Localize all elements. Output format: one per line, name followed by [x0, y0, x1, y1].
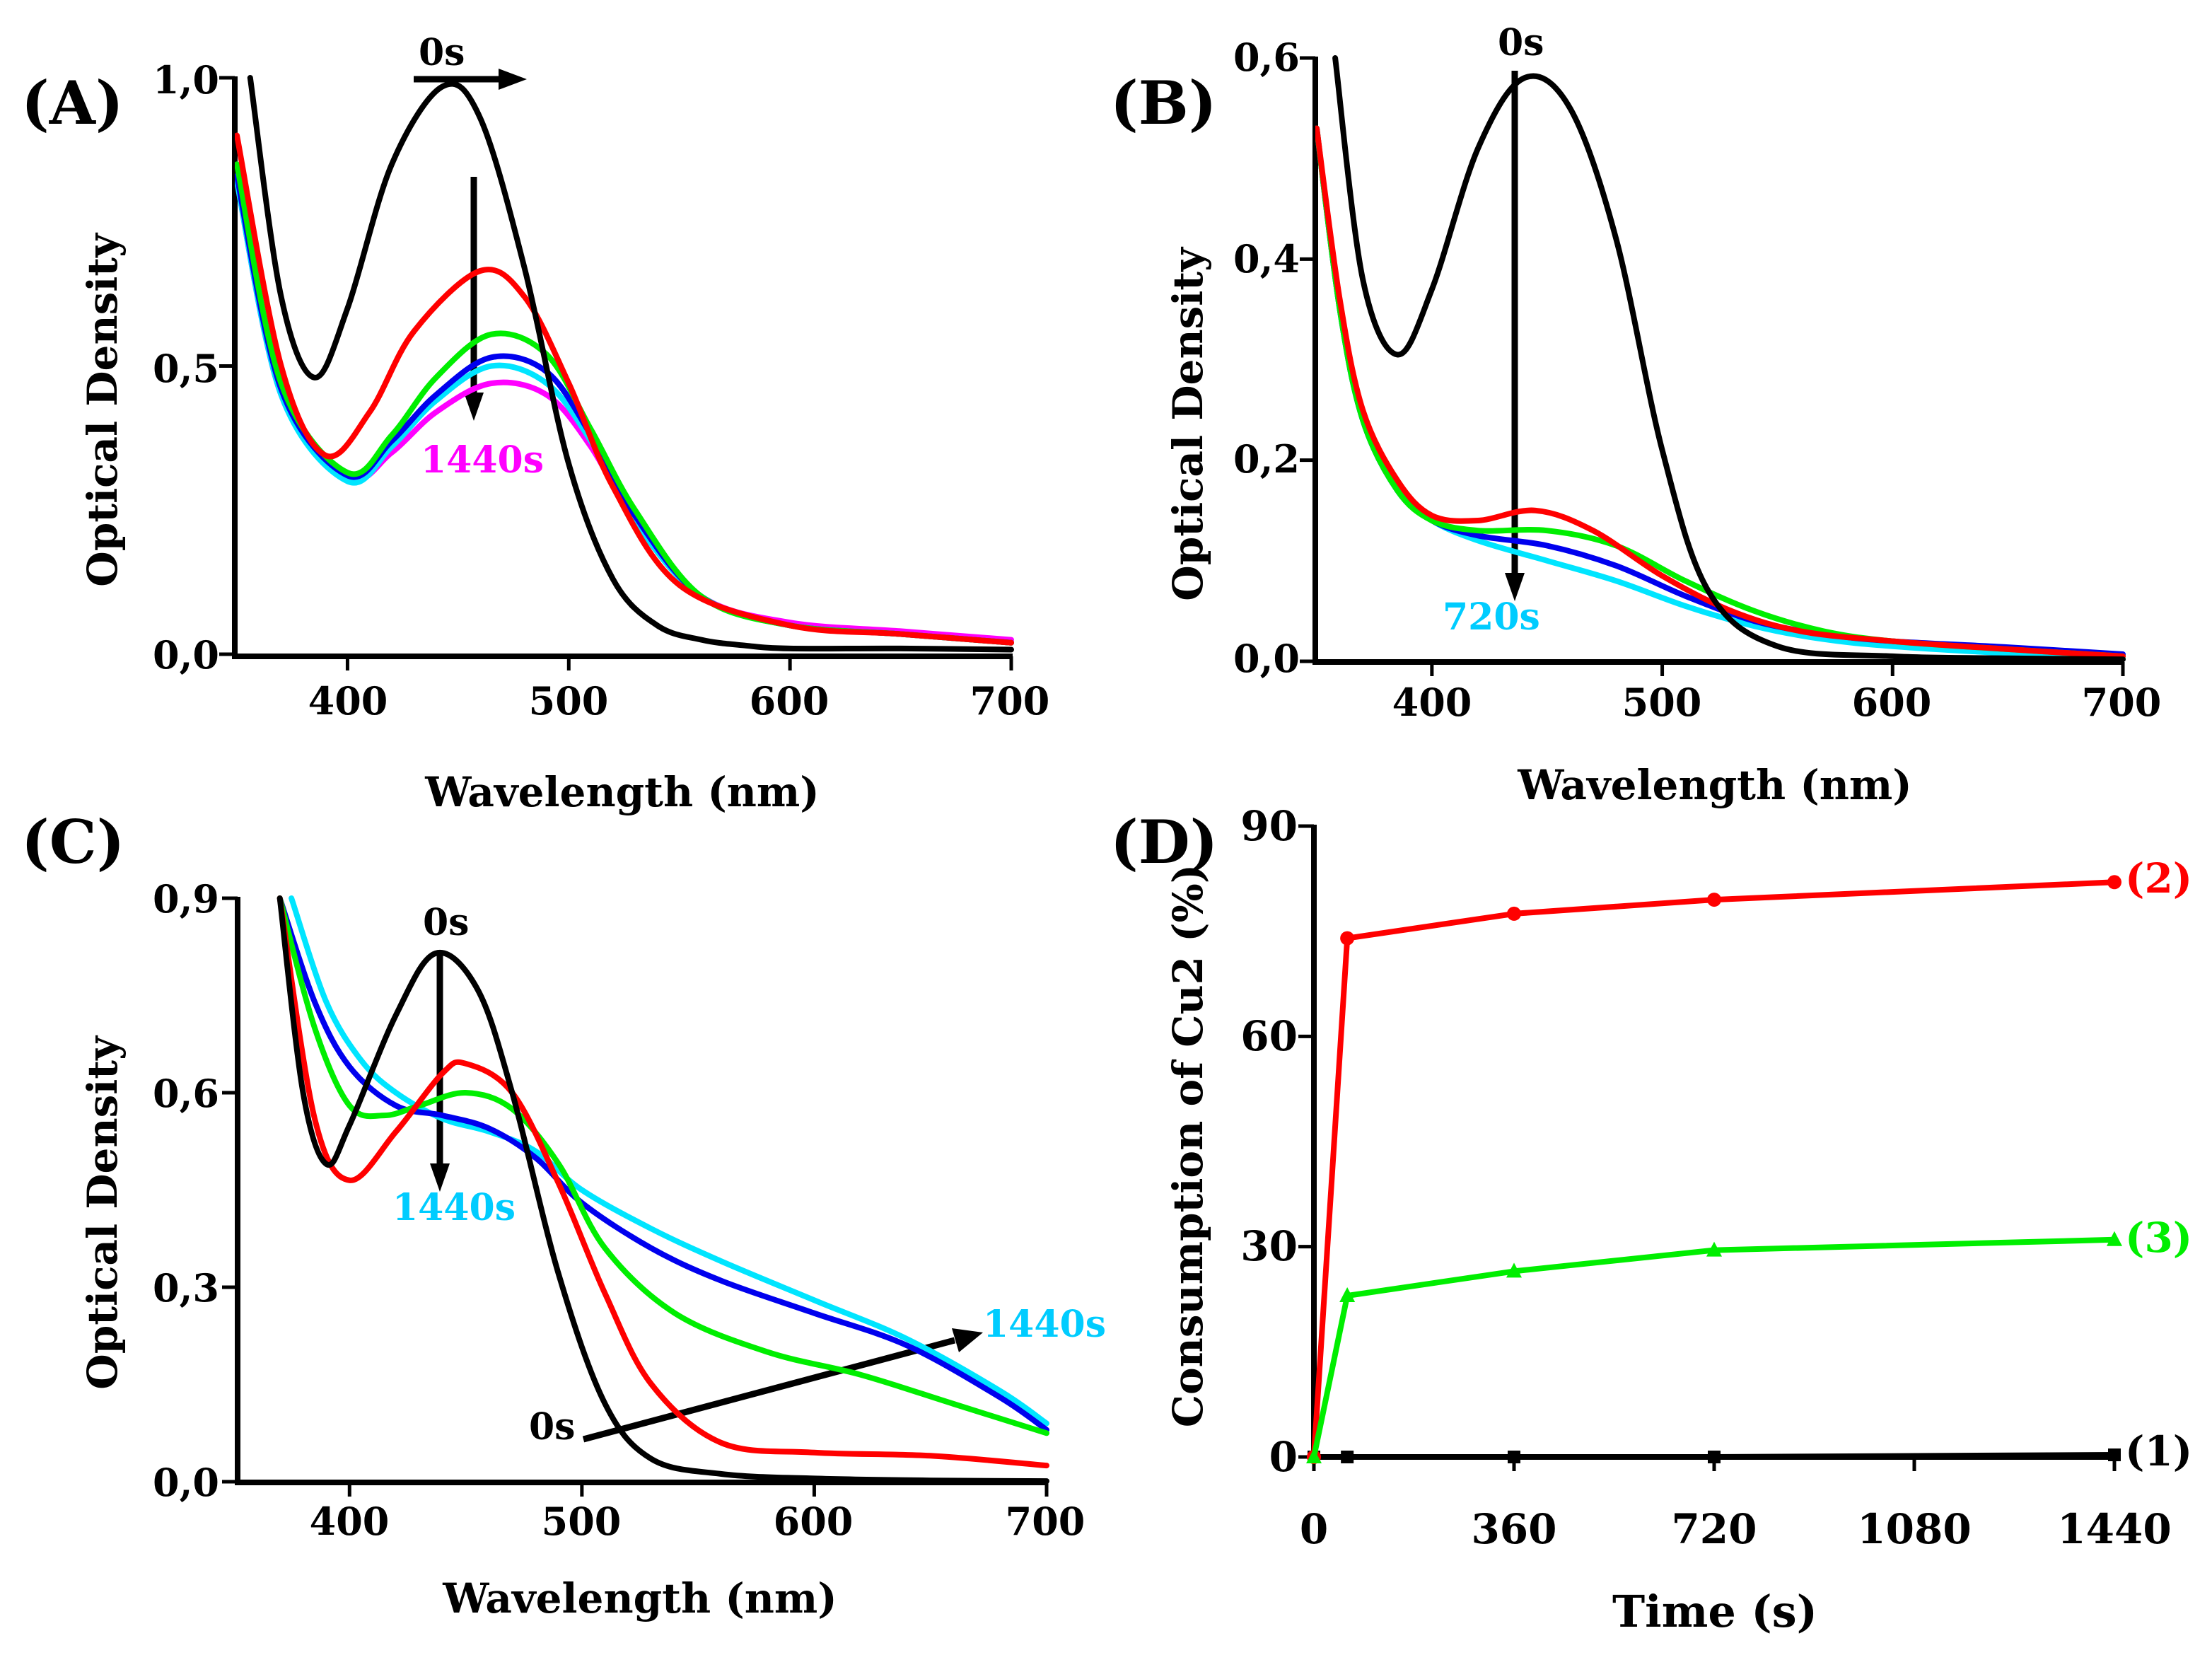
panel-a-series-line-blue [235, 173, 1014, 646]
panel-b-label: (B) [1110, 68, 1217, 138]
panel-d-marker-2 [2107, 875, 2121, 890]
panel-d-marker-3 [2107, 1231, 2122, 1246]
panel-d-marker-2 [1707, 893, 1721, 907]
panel-c-x-tick-label: 600 [774, 1499, 854, 1544]
panel-d-x-tick-label: 720 [1671, 1505, 1757, 1553]
panel-b-x-tick-label: 500 [1622, 680, 1702, 725]
panel-b-series-line-red [1315, 125, 2126, 659]
panel-c-series-line-1440s [289, 895, 1049, 1427]
panel-c-label: (C) [21, 807, 124, 877]
panel-a-y-tick-label: 0,5 [153, 346, 219, 391]
panel-d-marker-1 [2108, 1448, 2121, 1462]
panel-c-annotation-0s-bottom: 0s [529, 1405, 575, 1448]
panel-b: (B) Optical Density Wavelength (nm) 0,0 … [1110, 21, 2161, 809]
panel-d-marker-2 [1340, 931, 1355, 946]
panel-b-x-tick-label: 400 [1392, 680, 1472, 725]
panel-a: (A) Optical Density Wavelength (nm) 0,0 … [21, 31, 1049, 816]
panel-b-annotation-0s: 0s [1498, 21, 1544, 64]
panel-c-arrow-diagonal [582, 1337, 956, 1443]
panel-d-marker-3 [1706, 1241, 1722, 1257]
panel-b-y-axis-label: Optical Density [1164, 246, 1212, 601]
panel-a-series-line-1440s [235, 178, 1014, 643]
panel-a-label: (A) [21, 68, 124, 138]
panel-a-y-tick-label: 1,0 [153, 57, 219, 103]
panel-c-x-tick-label: 500 [542, 1499, 622, 1544]
panel-a-x-tick-label: 500 [529, 678, 609, 724]
panel-b-x-axis-label: Wavelength (nm) [1517, 761, 1912, 809]
panel-d-marker-1 [1508, 1451, 1520, 1463]
panel-c-series-line-red [276, 895, 1049, 1469]
panel-c: (C) Optical Density Wavelength (nm) 0,0 … [21, 807, 1106, 1622]
panel-d-x-tick-label: 1440 [2057, 1505, 2171, 1553]
panel-c-y-tick-label: 0,0 [153, 1460, 219, 1505]
panel-b-series-line-blue [1315, 125, 2126, 657]
panel-c-annotation-0s-top: 0s [423, 901, 469, 944]
panel-a-series-line-green [235, 161, 1014, 646]
panel-b-series-line-720s [1315, 125, 2126, 661]
panel-a-arrowhead-right [499, 69, 527, 90]
panel-b-series-line-green [1315, 125, 2126, 659]
panel-d-marker-3 [1506, 1262, 1522, 1278]
panel-a-series-line-cyan [235, 178, 1014, 646]
panel-d-marker-2 [1507, 906, 1521, 921]
panel-c-annotation-1440s-bottom: 1440s [983, 1303, 1106, 1346]
panel-a-y-tick-label: 0,0 [153, 632, 219, 678]
panel-d-marker-1 [1708, 1451, 1721, 1463]
panel-b-series-line-0s [1332, 55, 2126, 663]
panel-d-label: (D) [1110, 807, 1218, 877]
panel-d-y-tick-label: 60 [1240, 1012, 1298, 1060]
panel-a-x-axis-label: Wavelength (nm) [424, 768, 820, 816]
panel-a-x-tick-label: 600 [750, 678, 830, 724]
panel-d-x-axis-label: Time (s) [1612, 1586, 1817, 1637]
panel-c-y-tick-label: 0,6 [153, 1071, 219, 1116]
panel-c-series-line-0s [276, 895, 1049, 1485]
panel-c-arrowhead-down [430, 1163, 450, 1192]
panel-d-series-line-3 [1311, 1236, 2117, 1460]
panel-c-y-tick-label: 0,9 [153, 876, 219, 922]
panel-d-marker-1 [1341, 1451, 1354, 1463]
panel-d-y-tick-label: 90 [1240, 802, 1298, 850]
panel-c-y-axis-label: Optical Density [78, 1035, 127, 1390]
panel-b-y-tick-label: 0,2 [1233, 436, 1300, 482]
panel-d-marker-3 [1306, 1448, 1322, 1463]
panel-b-y-tick-label: 0,4 [1233, 236, 1300, 281]
panel-c-y-tick-label: 0,3 [153, 1265, 219, 1311]
panel-b-arrowhead-down [1505, 573, 1525, 601]
panel-c-annotation-1440s-top: 1440s [392, 1186, 516, 1229]
panel-d-y-tick-label: 0 [1269, 1433, 1298, 1481]
panel-a-annotation-0s: 0s [419, 31, 465, 74]
panel-a-series-line-0s [247, 75, 1014, 653]
panel-d-series-line-2 [1311, 879, 2117, 1460]
panel-a-y-axis-label: Optical Density [78, 232, 127, 587]
panel-b-y-tick-label: 0,0 [1233, 636, 1300, 681]
panel-c-x-axis-label: Wavelength (nm) [442, 1574, 837, 1622]
panel-d-x-tick-label: 1080 [1857, 1505, 1971, 1553]
panel-a-x-tick-label: 400 [308, 678, 388, 724]
panel-c-x-tick-label: 400 [310, 1499, 390, 1544]
panel-d-x-tick-label: 360 [1471, 1505, 1556, 1553]
panel-a-arrowhead-down [464, 393, 484, 421]
panel-d-y-tick-label: 30 [1240, 1222, 1298, 1270]
panel-d-series-label-3: (3) [2125, 1214, 2192, 1262]
panel-b-x-tick-label: 600 [1852, 680, 1932, 725]
panel-b-y-tick-label: 0,6 [1233, 35, 1300, 80]
panel-c-series-line-green [276, 895, 1049, 1436]
panel-a-x-tick-label: 700 [970, 678, 1050, 724]
panel-c-x-tick-label: 700 [1006, 1499, 1085, 1544]
panel-d-y-axis-label: Consumption of Cu2 (%) [1164, 864, 1212, 1427]
panel-a-series-line-red [235, 132, 1014, 646]
panel-d-series-label-1: (1) [2125, 1427, 2192, 1475]
panel-c-arrowhead-diagonal [952, 1328, 983, 1352]
panel-b-annotation-720s: 720s [1443, 596, 1540, 639]
panel-a-annotation-1440s: 1440s [421, 439, 544, 482]
panel-d-series-label-2: (2) [2125, 854, 2192, 902]
panel-b-x-tick-label: 700 [2082, 680, 2162, 725]
panel-d-x-tick-label: 0 [1300, 1505, 1328, 1553]
panel-d: (D) Consumption of Cu2 (%) Time (s) 0 30… [1110, 802, 2192, 1637]
panel-d-marker-3 [1339, 1287, 1356, 1303]
